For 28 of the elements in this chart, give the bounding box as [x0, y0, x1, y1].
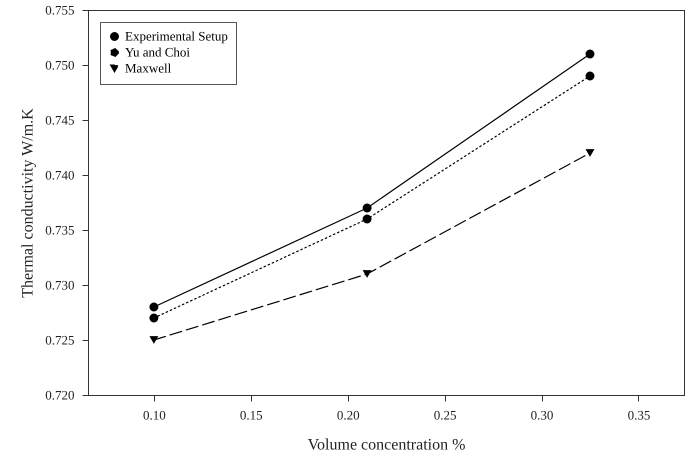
- point: [586, 72, 594, 80]
- y-tick-label: 0.740: [45, 168, 74, 182]
- x-tick-label: 0.35: [628, 408, 650, 422]
- legend-label: Experimental Setup: [125, 28, 228, 44]
- x-tick-label: 0.15: [240, 408, 263, 422]
- y-tick-label: 0.725: [45, 332, 74, 348]
- x-tick-label: 0.20: [336, 408, 360, 422]
- point: [149, 314, 158, 322]
- point: [149, 302, 158, 312]
- point: [362, 270, 372, 278]
- x-tick-label: 0.25: [434, 408, 457, 422]
- point: [586, 149, 594, 157]
- y-tick-label: 0.730: [45, 278, 74, 292]
- point: [362, 214, 372, 224]
- legend-label: Maxwell: [125, 60, 172, 76]
- legend-label: Yu and Choi: [125, 44, 190, 60]
- y-tick-label: 0.750: [45, 58, 74, 72]
- x-tick-label: 0.30: [530, 408, 554, 422]
- point: [362, 204, 372, 212]
- y-tick-label: 0.720: [45, 388, 74, 402]
- x-axis-title: Volume concentration %: [308, 436, 466, 454]
- y-axis-title: Thermal conductivity W/m.K: [19, 108, 36, 298]
- point: [149, 336, 158, 344]
- y-tick-label: 0.735: [45, 222, 74, 238]
- x-tick-label: 0.10: [143, 408, 166, 422]
- y-tick-label: 0.755: [45, 2, 74, 18]
- point: [586, 50, 594, 58]
- y-tick-label: 0.745: [45, 112, 74, 128]
